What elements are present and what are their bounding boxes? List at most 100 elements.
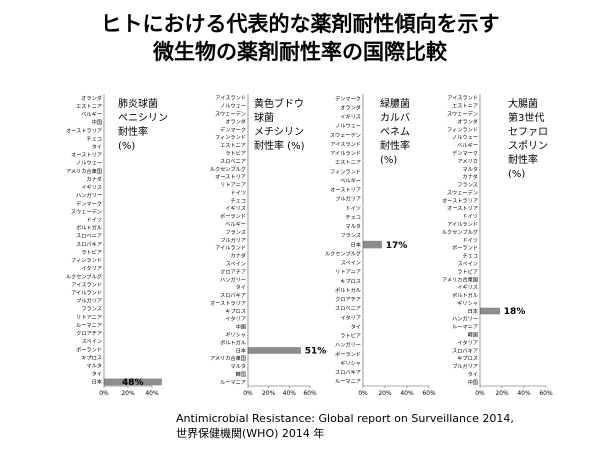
x-tick-label: 40% bbox=[517, 390, 531, 397]
country-label: デンマーク bbox=[76, 199, 102, 207]
country-label: 韓国 bbox=[236, 370, 246, 378]
country-label: ブルガリア bbox=[335, 195, 361, 203]
country-label: アイスランド bbox=[330, 141, 361, 148]
country-label: フィンランド bbox=[330, 168, 361, 175]
country-label: エストニア bbox=[76, 103, 102, 110]
country-label: アイスランド bbox=[71, 281, 102, 288]
chart-ecoli-cephalosporin: アイスランドエストニアスウェーデンオランダフィンランドノルウェーベルギーデンマー… bbox=[442, 94, 553, 397]
country-label: ルーマニア bbox=[335, 378, 361, 385]
country-label: デンマーク bbox=[335, 94, 361, 102]
country-label: スウェーデン bbox=[330, 131, 361, 139]
panel-label-ecoli: 大腸菌 第3世代 セファロ スポリン 耐性率 (%) bbox=[508, 99, 548, 180]
country-label: オーストリア bbox=[215, 174, 246, 181]
country-label: 日本 bbox=[92, 378, 102, 386]
x-tick-label: 40% bbox=[283, 390, 297, 397]
country-label: オランダ bbox=[81, 94, 102, 102]
country-label: ハンガリー bbox=[220, 275, 246, 283]
country-label: ギリシャ bbox=[457, 300, 478, 307]
title-line-1: ヒトにおける代表的な薬剤耐性傾向を示す bbox=[100, 12, 500, 36]
country-label: ポーランド bbox=[452, 244, 478, 252]
country-label: スウェーデン bbox=[447, 110, 478, 118]
country-label: フィンランド bbox=[71, 257, 102, 264]
country-label: イタリア bbox=[340, 313, 361, 321]
country-label: カナダ bbox=[230, 252, 246, 260]
panel-label-pneumococcus: 肺炎球菌 ペニシリン 耐性率 (%) bbox=[118, 99, 168, 152]
country-label: デンマーク bbox=[220, 125, 246, 133]
country-label: リトアニア bbox=[220, 182, 246, 189]
bar-japan bbox=[479, 307, 500, 315]
country-label: ラトビア bbox=[457, 267, 478, 275]
country-label: タイ bbox=[92, 143, 102, 151]
country-label: ドイツ bbox=[462, 238, 478, 244]
country-label: ルーマニア bbox=[220, 379, 246, 386]
country-label: タイ bbox=[351, 322, 361, 330]
country-label: オランダ bbox=[225, 117, 246, 125]
country-label: アイルランド bbox=[330, 150, 361, 157]
country-label: ハンガリー bbox=[76, 191, 102, 199]
country-label: ノルウェー bbox=[335, 122, 361, 130]
x-tick-label: 40% bbox=[400, 390, 414, 397]
country-label: タイ bbox=[92, 370, 102, 378]
japan-value-label: 51% bbox=[305, 347, 327, 357]
country-label: 中国 bbox=[236, 323, 246, 331]
country-label: タイ bbox=[236, 283, 246, 291]
country-label: マルタ bbox=[462, 165, 478, 173]
country-label: キプロス bbox=[81, 354, 102, 361]
country-label: キプロス bbox=[340, 278, 361, 285]
chart-pneumococcus-penicillin: オランダエストニアベルギー中国オーストラリアチェコタイオーストリアノルウェーアメ… bbox=[66, 94, 162, 397]
panel-staph-aureus: アイスランド ノルウェー スウェーデン オランダ デンマーク フィンランド エストニア ラトビ… bbox=[166, 88, 326, 410]
panel-ecoli: アイスランド エストニア スウェーデン オランダ フィンランド ノルウェー ベルギー デンマー… bbox=[438, 88, 588, 410]
country-label: マルタ bbox=[345, 222, 361, 230]
country-label: クロアチア bbox=[76, 330, 102, 337]
country-label: クロアチア bbox=[335, 296, 361, 303]
country-label: オランダ bbox=[457, 117, 478, 125]
country-label: ブルガリア bbox=[76, 297, 102, 305]
country-label: スロベニア bbox=[335, 305, 361, 312]
country-label: スウェーデン bbox=[447, 188, 478, 196]
country-label: ブルガリア bbox=[452, 362, 478, 370]
country-label: ラトビア bbox=[340, 332, 361, 340]
country-label: ドイツ bbox=[86, 218, 102, 224]
country-label: スロバキア bbox=[452, 347, 478, 354]
country-label: マルタ bbox=[230, 362, 246, 370]
country-label: エストニア bbox=[220, 142, 246, 149]
country-label: イギリス bbox=[225, 205, 246, 212]
country-label: スペイン bbox=[341, 260, 361, 267]
x-tick-label: 40% bbox=[145, 390, 159, 397]
country-label: マルタ bbox=[86, 362, 102, 370]
country-label: フランス bbox=[81, 306, 102, 313]
panel-pneumococcus: オランダ エストニア ベルギー 中国 オーストラリア チェコ タイ オーストリア ノルウェー アメ… bbox=[20, 88, 170, 410]
country-label: 日本 bbox=[468, 307, 478, 315]
country-label: アイルランド bbox=[215, 245, 246, 252]
country-label: ベルギー bbox=[457, 142, 478, 149]
country-label: オーストリア bbox=[71, 152, 102, 159]
country-label: クロアチア bbox=[220, 268, 246, 275]
country-label: アイルランド bbox=[71, 290, 102, 297]
source-citation: Antimicrobial Resistance: Global report … bbox=[176, 411, 514, 441]
country-label: ノルウェー bbox=[452, 133, 478, 141]
country-label: イギリス bbox=[81, 184, 102, 191]
country-label: イタリア bbox=[457, 338, 478, 346]
x-tick-label: 60% bbox=[303, 390, 317, 397]
country-label: オランダ bbox=[340, 103, 361, 111]
country-label: ルクセンブルグ bbox=[442, 228, 478, 236]
country-label: 日本 bbox=[351, 240, 361, 248]
country-label: ベルギー bbox=[81, 111, 102, 118]
country-label: ハンガリー bbox=[335, 341, 361, 349]
x-tick-label: 20% bbox=[378, 390, 392, 397]
country-label: ラトビア bbox=[81, 248, 102, 256]
country-label: フランス bbox=[457, 182, 478, 189]
country-label: デンマーク bbox=[452, 149, 478, 157]
country-label: ベルギー bbox=[340, 177, 361, 184]
country-label: リトアニア bbox=[335, 269, 361, 276]
country-label: スウェーデン bbox=[215, 110, 246, 118]
country-label: ルーマニア bbox=[76, 322, 102, 329]
country-label: ギリシャ bbox=[340, 360, 361, 367]
country-label: オーストラリア bbox=[442, 197, 478, 204]
country-label: スロベニア bbox=[76, 233, 102, 240]
country-label: フランス bbox=[340, 232, 361, 239]
japan-value-label: 48% bbox=[122, 378, 144, 388]
country-label: ルクセンブルグ bbox=[325, 249, 361, 257]
japan-value-label: 18% bbox=[504, 307, 526, 317]
country-label: オーストリア bbox=[447, 205, 478, 212]
